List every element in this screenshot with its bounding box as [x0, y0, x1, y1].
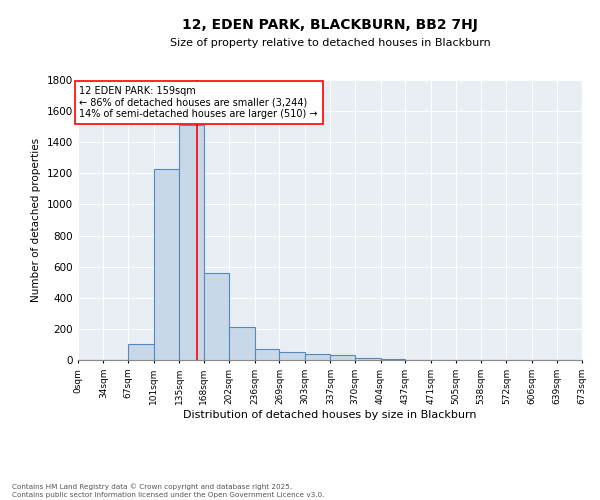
Bar	[355, 358, 380, 360]
Y-axis label: Number of detached properties: Number of detached properties	[31, 138, 41, 302]
Bar	[229, 328, 255, 360]
Text: Contains HM Land Registry data © Crown copyright and database right 2025.
Contai: Contains HM Land Registry data © Crown c…	[12, 484, 325, 498]
Bar	[305, 354, 331, 360]
X-axis label: Distribution of detached houses by size in Blackburn: Distribution of detached houses by size …	[183, 410, 477, 420]
Text: 12, EDEN PARK, BLACKBURN, BB2 7HJ: 12, EDEN PARK, BLACKBURN, BB2 7HJ	[182, 18, 478, 32]
Bar	[179, 125, 204, 360]
Bar	[204, 273, 229, 360]
Bar	[331, 356, 355, 360]
Bar	[154, 168, 179, 360]
Bar	[128, 344, 154, 360]
Bar	[280, 352, 305, 360]
Text: 12 EDEN PARK: 159sqm
← 86% of detached houses are smaller (3,244)
14% of semi-de: 12 EDEN PARK: 159sqm ← 86% of detached h…	[79, 86, 318, 120]
Text: Size of property relative to detached houses in Blackburn: Size of property relative to detached ho…	[170, 38, 490, 48]
Bar	[255, 349, 280, 360]
Bar	[380, 359, 405, 360]
